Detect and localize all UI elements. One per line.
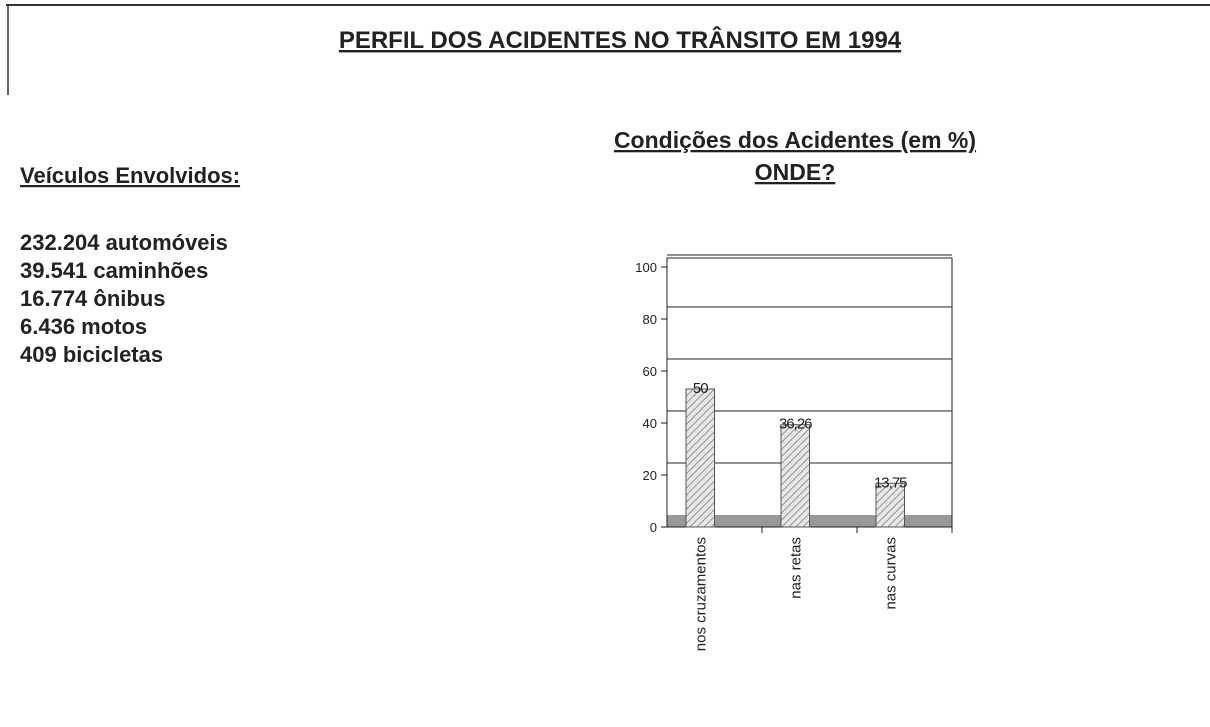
y-tick-label: 20	[643, 468, 657, 483]
page-title: PERFIL DOS ACIDENTES NO TRÂNSITO EM 1994	[339, 26, 902, 54]
vehicle-item: 409 bicicletas	[20, 342, 163, 367]
x-tick-label: nos cruzamentos	[692, 537, 709, 651]
data-label: 50	[693, 380, 708, 397]
chart-title: Condições dos Acidentes (em %)	[614, 127, 976, 153]
data-label: 13,75	[874, 474, 907, 491]
x-tick-label: nas curvas	[882, 537, 899, 610]
vehicle-item: 232.204 automóveis	[20, 230, 228, 255]
vehicle-list: 232.204 automóveis 39.541 caminhões 16.774…	[20, 230, 228, 367]
vehicle-item: 39.541 caminhões	[20, 258, 208, 283]
vehicle-item: 6.436 motos	[20, 314, 147, 339]
bar	[875, 482, 905, 528]
y-tick-label: 80	[643, 312, 657, 327]
data-label: 36,26	[779, 416, 812, 433]
x-tick-label: nas retas	[787, 537, 804, 599]
y-tick-label: 40	[643, 416, 657, 431]
y-tick-label: 60	[643, 364, 657, 379]
y-tick-label: 0	[650, 520, 657, 535]
vehicles-heading: Veículos Envolvidos:	[20, 163, 240, 188]
chart: 0 20 40 60 80 100 nos cruzamentos 50 nas retas 36…	[635, 254, 953, 651]
bar	[685, 388, 715, 528]
chart-subtitle: ONDE?	[755, 159, 836, 185]
vehicle-item: 16.774 ônibus	[20, 286, 166, 311]
y-tick-label: 100	[635, 260, 657, 275]
bar	[780, 424, 810, 528]
